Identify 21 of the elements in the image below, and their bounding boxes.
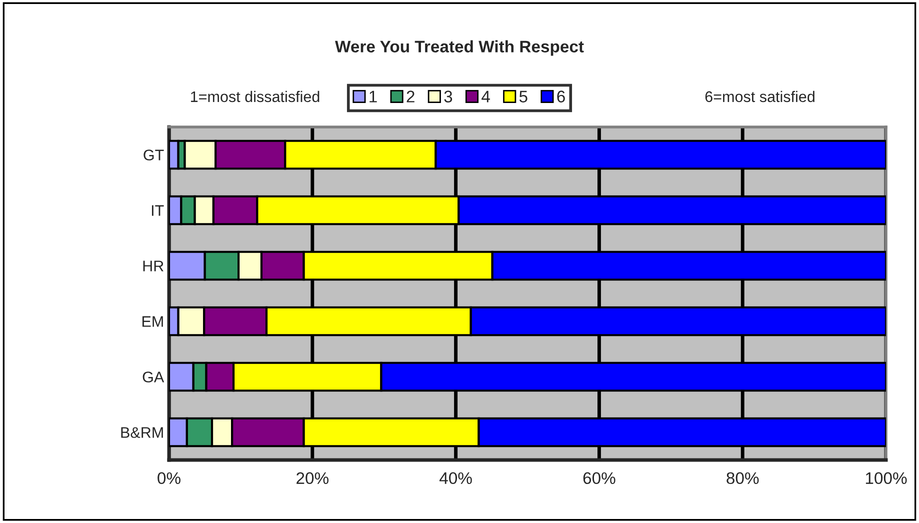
x-tick-label: 40%	[440, 472, 472, 484]
y-tick-label: B&RM	[121, 427, 163, 438]
text: 6=most satisfied	[705, 90, 814, 102]
chart-title: Were You Treated With Respect	[335, 40, 584, 56]
x-tick-label: 80%	[726, 472, 759, 484]
legend-label: 3	[444, 90, 452, 102]
legend-label: 1	[370, 90, 377, 102]
legend-label: 5	[519, 90, 528, 102]
y-tick-label: HR	[143, 260, 164, 272]
x-tick-label: 20%	[296, 472, 328, 484]
text: 1=most dissatisfied	[190, 90, 320, 102]
y-tick-label: IT	[152, 205, 164, 216]
legend-label: 4	[482, 90, 490, 102]
x-tick-label: 100%	[866, 472, 907, 484]
legend-label: 6	[557, 90, 565, 102]
y-tick-label: GA	[142, 372, 164, 382]
y-tick-label: EM	[142, 316, 163, 327]
x-tick-label: 0%	[158, 472, 180, 484]
y-tick-label: GT	[144, 150, 164, 160]
legend-label: 2	[406, 90, 414, 102]
x-tick-label: 60%	[583, 472, 616, 484]
